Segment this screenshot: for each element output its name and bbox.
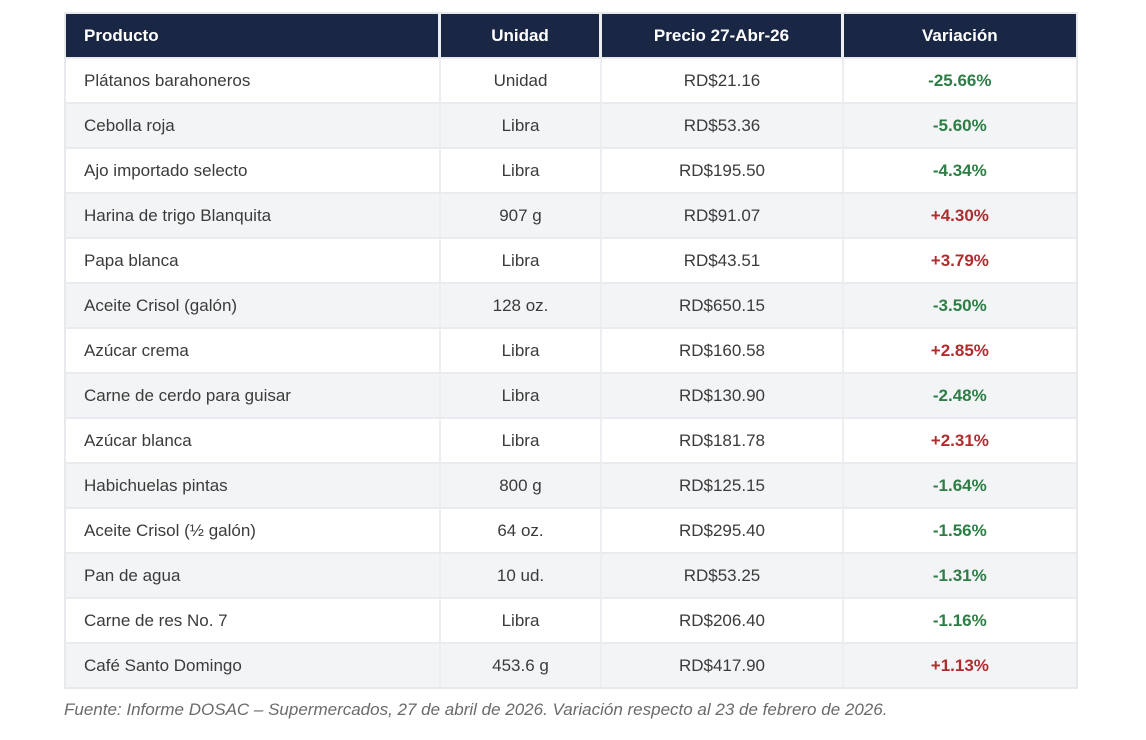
column-header-variacion: Variación bbox=[843, 14, 1076, 57]
cell-producto: Aceite Crisol (½ galón) bbox=[66, 507, 441, 552]
cell-precio: RD$53.36 bbox=[602, 102, 844, 147]
table-row: Carne de cerdo para guisar Libra RD$130.90… bbox=[66, 372, 1076, 417]
cell-variacion: -1.56% bbox=[843, 507, 1076, 552]
cell-variacion: -1.64% bbox=[843, 462, 1076, 507]
cell-producto: Habichuelas pintas bbox=[66, 462, 441, 507]
table-row: Plátanos barahoneros Unidad RD$21.16 -25.66… bbox=[66, 57, 1076, 102]
cell-unidad: Libra bbox=[440, 597, 603, 642]
cell-variacion: +1.13% bbox=[843, 642, 1076, 687]
cell-precio: RD$650.15 bbox=[602, 282, 844, 327]
cell-variacion: -1.16% bbox=[843, 597, 1076, 642]
cell-variacion: -3.50% bbox=[843, 282, 1076, 327]
cell-precio: RD$125.15 bbox=[602, 462, 844, 507]
table-row: Cebolla roja Libra RD$53.36 -5.60% bbox=[66, 102, 1076, 147]
table-row: Ajo importado selecto Libra RD$195.50 -4.34… bbox=[66, 147, 1076, 192]
cell-variacion: -25.66% bbox=[843, 57, 1076, 102]
cell-precio: RD$195.50 bbox=[602, 147, 844, 192]
cell-variacion: +3.79% bbox=[843, 237, 1076, 282]
cell-unidad: 453.6 g bbox=[440, 642, 603, 687]
cell-variacion: -5.60% bbox=[843, 102, 1076, 147]
table-row: Azúcar crema Libra RD$160.58 +2.85% bbox=[66, 327, 1076, 372]
cell-producto: Ajo importado selecto bbox=[66, 147, 441, 192]
cell-producto: Carne de cerdo para guisar bbox=[66, 372, 441, 417]
cell-variacion: -4.34% bbox=[843, 147, 1076, 192]
table-row: Aceite Crisol (½ galón) 64 oz. RD$295.40 -1… bbox=[66, 507, 1076, 552]
column-header-unidad: Unidad bbox=[440, 14, 603, 57]
cell-producto: Papa blanca bbox=[66, 237, 441, 282]
cell-producto: Aceite Crisol (galón) bbox=[66, 282, 441, 327]
cell-unidad: 128 oz. bbox=[440, 282, 603, 327]
cell-precio: RD$160.58 bbox=[602, 327, 844, 372]
cell-unidad: Libra bbox=[440, 147, 603, 192]
column-header-producto: Producto bbox=[66, 14, 441, 57]
table-row: Papa blanca Libra RD$43.51 +3.79% bbox=[66, 237, 1076, 282]
cell-producto: Carne de res No. 7 bbox=[66, 597, 441, 642]
table-row: Harina de trigo Blanquita 907 g RD$91.07 +4… bbox=[66, 192, 1076, 237]
cell-unidad: 64 oz. bbox=[440, 507, 603, 552]
cell-producto: Pan de agua bbox=[66, 552, 441, 597]
cell-producto: Harina de trigo Blanquita bbox=[66, 192, 441, 237]
cell-precio: RD$295.40 bbox=[602, 507, 844, 552]
cell-producto: Azúcar crema bbox=[66, 327, 441, 372]
cell-unidad: Libra bbox=[440, 102, 603, 147]
cell-variacion: +2.85% bbox=[843, 327, 1076, 372]
source-note: Fuente: Informe DOSAC – Supermercados, 2… bbox=[64, 700, 888, 719]
cell-unidad: Libra bbox=[440, 237, 603, 282]
cell-precio: RD$181.78 bbox=[602, 417, 844, 462]
table-row: Pan de agua 10 ud. RD$53.25 -1.31% bbox=[66, 552, 1076, 597]
cell-precio: RD$43.51 bbox=[602, 237, 844, 282]
cell-producto: Plátanos barahoneros bbox=[66, 57, 441, 102]
table-row: Azúcar blanca Libra RD$181.78 +2.31% bbox=[66, 417, 1076, 462]
cell-precio: RD$91.07 bbox=[602, 192, 844, 237]
cell-precio: RD$53.25 bbox=[602, 552, 844, 597]
cell-producto: Azúcar blanca bbox=[66, 417, 441, 462]
cell-unidad: Unidad bbox=[440, 57, 603, 102]
header-row: Producto Unidad Precio 27-Abr-26 Variaci… bbox=[66, 14, 1076, 57]
price-table: Producto Unidad Precio 27-Abr-26 Variaci… bbox=[64, 12, 1078, 689]
table-row: Carne de res No. 7 Libra RD$206.40 -1.16% bbox=[66, 597, 1076, 642]
cell-precio: RD$206.40 bbox=[602, 597, 844, 642]
cell-unidad: 907 g bbox=[440, 192, 603, 237]
cell-unidad: 10 ud. bbox=[440, 552, 603, 597]
cell-unidad: Libra bbox=[440, 417, 603, 462]
cell-unidad: Libra bbox=[440, 372, 603, 417]
report-page: Producto Unidad Precio 27-Abr-26 Variaci… bbox=[64, 12, 1078, 719]
cell-precio: RD$130.90 bbox=[602, 372, 844, 417]
cell-unidad: 800 g bbox=[440, 462, 603, 507]
cell-producto: Cebolla roja bbox=[66, 102, 441, 147]
cell-precio: RD$417.90 bbox=[602, 642, 844, 687]
table-row: Habichuelas pintas 800 g RD$125.15 -1.64% bbox=[66, 462, 1076, 507]
cell-variacion: -1.31% bbox=[843, 552, 1076, 597]
table-body: Plátanos barahoneros Unidad RD$21.16 -25.66… bbox=[66, 57, 1076, 687]
cell-variacion: -2.48% bbox=[843, 372, 1076, 417]
table-row: Café Santo Domingo 453.6 g RD$417.90 +1.13% bbox=[66, 642, 1076, 687]
cell-variacion: +4.30% bbox=[843, 192, 1076, 237]
cell-unidad: Libra bbox=[440, 327, 603, 372]
cell-precio: RD$21.16 bbox=[602, 57, 844, 102]
table-row: Aceite Crisol (galón) 128 oz. RD$650.15 -3.… bbox=[66, 282, 1076, 327]
cell-producto: Café Santo Domingo bbox=[66, 642, 441, 687]
cell-variacion: +2.31% bbox=[843, 417, 1076, 462]
table-header: Producto Unidad Precio 27-Abr-26 Variaci… bbox=[66, 14, 1076, 57]
column-header-precio: Precio 27-Abr-26 bbox=[602, 14, 844, 57]
